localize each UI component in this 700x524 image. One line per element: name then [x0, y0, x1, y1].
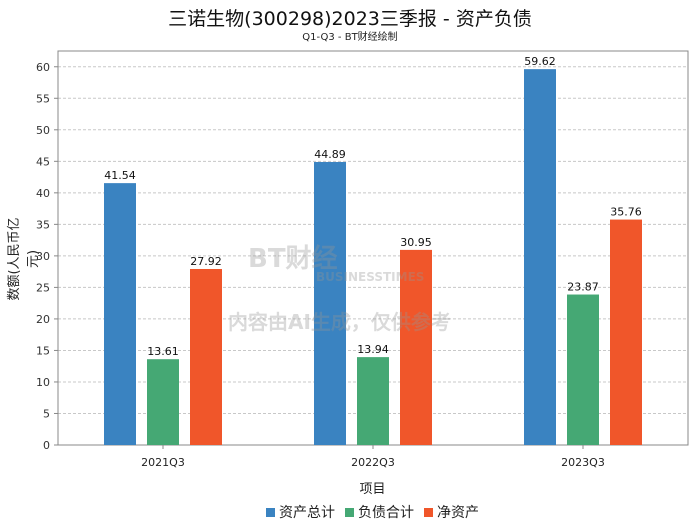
x-tick-label: 2023Q3 — [561, 456, 605, 469]
y-tick-label: 5 — [43, 407, 50, 420]
y-tick-label: 25 — [36, 281, 50, 294]
data-label: 27.92 — [190, 255, 222, 268]
data-label: 44.89 — [314, 148, 346, 161]
y-tick-label: 20 — [36, 313, 50, 326]
x-axis-label: 项目 — [359, 482, 386, 497]
legend-item[interactable]: 负债合计 — [345, 502, 414, 522]
data-label: 59.62 — [524, 55, 556, 68]
bar — [147, 359, 179, 445]
data-label: 13.61 — [147, 345, 179, 358]
y-tick-label: 60 — [36, 61, 50, 74]
y-tick-label: 40 — [36, 187, 50, 200]
y-tick-label: 10 — [36, 376, 50, 389]
watermark-text: 内容由AI生成，仅供参考 — [228, 310, 451, 334]
legend-item[interactable]: 资产总计 — [266, 502, 335, 522]
y-tick-label: 15 — [36, 344, 50, 357]
y-tick-label: 35 — [36, 218, 50, 231]
data-label: 30.95 — [400, 236, 432, 249]
bar — [190, 268, 222, 445]
data-label: 23.87 — [567, 281, 599, 294]
watermark-logo: BT财经 — [248, 244, 338, 274]
watermark-logo-sub: BUSINESSTIMES — [316, 270, 425, 284]
bar — [567, 294, 599, 445]
y-tick-label: 50 — [36, 124, 50, 137]
legend: 资产总计 负债合计 净资产 — [0, 502, 700, 522]
data-label: 41.54 — [104, 169, 136, 182]
data-label: 13.94 — [357, 343, 389, 356]
data-label: 35.76 — [610, 206, 642, 219]
x-tick-label: 2022Q3 — [351, 456, 395, 469]
bar — [357, 357, 389, 445]
y-tick-label: 30 — [36, 250, 50, 263]
bar — [104, 183, 136, 445]
chart-title: 三诺生物(300298)2023三季报 - 资产负债 — [168, 8, 532, 30]
y-tick-label: 55 — [36, 92, 50, 105]
x-tick-label: 2021Q3 — [141, 456, 185, 469]
y-tick-label: 45 — [36, 155, 50, 168]
y-tick-label: 0 — [43, 439, 50, 452]
bar — [400, 249, 432, 445]
legend-item[interactable]: 净资产 — [424, 502, 479, 522]
bar — [610, 219, 642, 445]
bar — [314, 162, 346, 446]
chart-subtitle: Q1-Q3 - BT财经绘制 — [302, 32, 398, 43]
bar — [524, 69, 556, 445]
